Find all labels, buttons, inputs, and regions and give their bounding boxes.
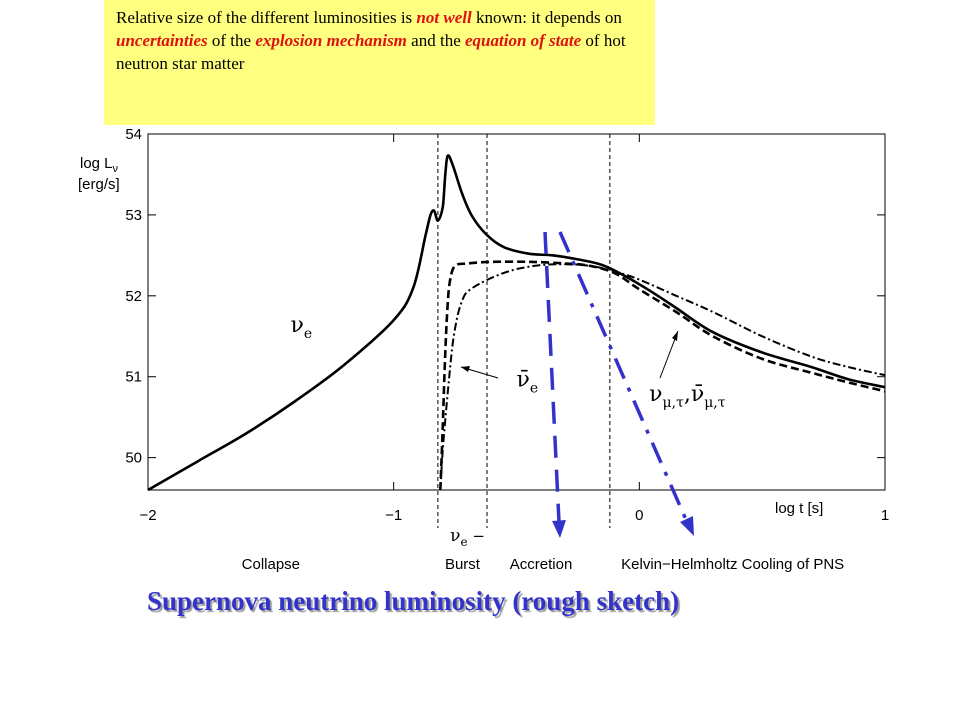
label-anti-nu-e-sub: e bbox=[530, 380, 538, 396]
arrow-accretion-shaft bbox=[543, 231, 561, 523]
note-emphasis: equation of state bbox=[465, 31, 582, 50]
phase-boundaries: Collapse Burst Accretion Kelvin−Helmholtz C… bbox=[242, 134, 844, 573]
x-tick-label: −1 bbox=[385, 507, 402, 524]
label-anti-nu-e-base: ν̄ bbox=[517, 367, 530, 392]
note-fragment: of the bbox=[207, 31, 256, 50]
label-nu-mu-tau-base2: ,ν̄ bbox=[684, 382, 704, 407]
y-axis-unit: [erg/s] bbox=[78, 176, 120, 193]
y-tick-label: 50 bbox=[125, 450, 142, 467]
x-axis-label: log t [s] bbox=[775, 500, 823, 517]
arrow-accretion-head bbox=[552, 520, 566, 538]
annotations: νeν̄e νμ,τ,ν̄μ,τ bbox=[290, 313, 725, 411]
series-anti-nu-e-line bbox=[439, 260, 886, 491]
y-axis-label: log Lν bbox=[80, 155, 119, 175]
label-nu-mu-tau-sub2: μ,τ bbox=[704, 395, 726, 411]
note-fragment: Relative size of the different luminosit… bbox=[116, 8, 417, 27]
note-box: Relative size of the different luminosit… bbox=[104, 0, 655, 125]
y-tick-label: 51 bbox=[125, 369, 142, 386]
x-tick-label: −2 bbox=[139, 507, 156, 524]
note-text: Relative size of the different luminosit… bbox=[116, 8, 626, 73]
note-fragment: and the bbox=[406, 31, 465, 50]
series-nu-mu-tau-line bbox=[439, 263, 886, 491]
blue-arrows bbox=[543, 231, 694, 538]
note-emphasis: not well bbox=[416, 8, 472, 27]
phase-label: Burst bbox=[445, 556, 481, 573]
pointer-anti-nu-e-head bbox=[461, 366, 470, 372]
note-emphasis: explosion mechanism bbox=[255, 31, 407, 50]
phase-label: Accretion bbox=[510, 556, 573, 573]
label-nu-mu-tau: νμ,τ,ν̄μ,τ bbox=[649, 382, 726, 411]
pointer-nu-mu-tau-head bbox=[672, 331, 678, 341]
label-anti-nu-e: ν̄e bbox=[517, 367, 539, 396]
burst-sub-base: ν bbox=[450, 526, 460, 546]
series-nu-e-line bbox=[147, 154, 886, 492]
y-axis-label-main: log L bbox=[80, 155, 113, 172]
label-nu-e-sub: e bbox=[304, 326, 312, 342]
y-tick-label: 54 bbox=[125, 126, 142, 143]
note-emphasis: uncertainties bbox=[116, 31, 208, 50]
note-fragment: of hot neutron star matter bbox=[116, 31, 626, 73]
x-tick-label: 0 bbox=[635, 507, 643, 524]
y-tick-label: 53 bbox=[125, 207, 142, 224]
y-axis-label-sub: ν bbox=[113, 163, 119, 175]
phase-label: Collapse bbox=[242, 556, 300, 573]
y-tick-label: 52 bbox=[125, 288, 142, 305]
arrow-cooling-head bbox=[680, 516, 694, 536]
label-nu-mu-tau-sub: μ,τ bbox=[663, 395, 685, 411]
plot-frame bbox=[147, 133, 886, 491]
x-tick-label: 1 bbox=[881, 507, 889, 524]
burst-sub-label: νe − bbox=[450, 526, 485, 549]
burst-sub-suffix: − bbox=[468, 527, 485, 545]
burst-sub-sub: e bbox=[461, 535, 468, 549]
label-nu-mu-tau-base: ν bbox=[649, 382, 662, 407]
series bbox=[147, 154, 886, 492]
phase-label: Kelvin−Helmholtz Cooling of PNS bbox=[621, 556, 844, 573]
label-nu-e-base: ν bbox=[290, 313, 303, 338]
arrow-cooling-shaft bbox=[558, 231, 689, 523]
label-nu-e: νe bbox=[290, 313, 312, 342]
caption: Supernova neutrino luminosity (rough ske… bbox=[147, 586, 680, 616]
note-fragment: known: it depends on bbox=[471, 8, 622, 27]
